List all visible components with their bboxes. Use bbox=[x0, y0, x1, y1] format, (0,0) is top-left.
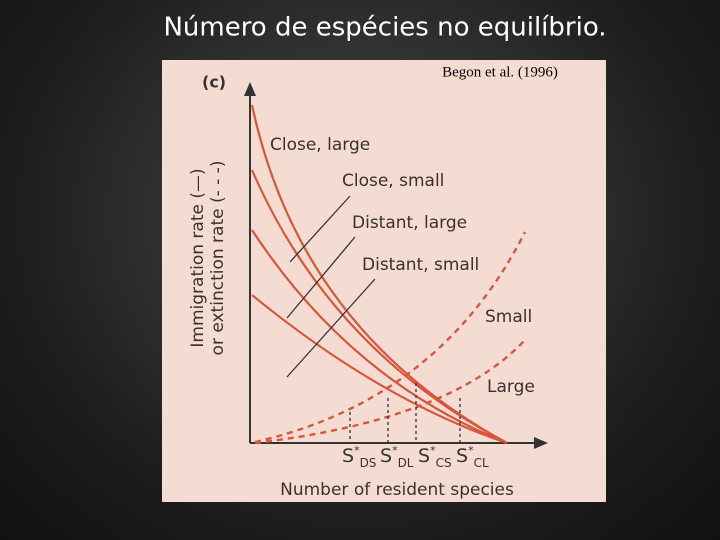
extinction-curve bbox=[254, 231, 527, 444]
slide-title: Número de espécies no equilíbrio. bbox=[163, 13, 606, 43]
immigration-curve bbox=[251, 294, 508, 445]
equilibrium-label: S*DS bbox=[342, 444, 376, 470]
curve-label: Large bbox=[487, 377, 535, 397]
symbol: S bbox=[380, 445, 392, 467]
symbol: S bbox=[456, 445, 468, 467]
subscript: DL bbox=[398, 456, 414, 470]
symbol: S bbox=[418, 445, 430, 467]
leader-line bbox=[286, 278, 376, 378]
subscript: CL bbox=[474, 456, 489, 470]
leader-line bbox=[286, 236, 356, 319]
immigration-curve bbox=[251, 229, 508, 445]
subscript: DS bbox=[360, 456, 377, 470]
x-axis-label: Number of resident species bbox=[280, 480, 514, 500]
y-axis-label: Immigration rate (—) or extinction rate … bbox=[188, 161, 228, 356]
curve-label: Close, small bbox=[342, 171, 444, 191]
mark: * bbox=[468, 444, 474, 457]
panel-label: (c) bbox=[202, 73, 226, 92]
equilibrium-label: S*DL bbox=[380, 444, 414, 470]
mark: * bbox=[392, 444, 398, 457]
y-axis-line-2: or extinction rate (- - -) bbox=[208, 161, 228, 356]
y-arrow bbox=[244, 82, 256, 96]
leader-line bbox=[289, 195, 351, 263]
subscript: CS bbox=[436, 456, 452, 470]
citation: Begon et al. (1996) bbox=[442, 64, 558, 80]
curve-label: Distant, large bbox=[352, 213, 467, 233]
symbol: S bbox=[342, 445, 354, 467]
mark: * bbox=[354, 444, 360, 457]
equilibrium-labels: S*DS S*DL S*CS S*CL bbox=[342, 444, 489, 470]
extinction-curve bbox=[254, 339, 526, 445]
curve-label: Close, large bbox=[270, 135, 370, 155]
curve-label: Distant, small bbox=[362, 255, 479, 275]
y-axis-line-1: Immigration rate (—) bbox=[188, 168, 208, 347]
mark: * bbox=[430, 444, 436, 457]
figure-background bbox=[162, 60, 606, 502]
x-arrow bbox=[534, 437, 548, 449]
immigration-curve bbox=[250, 169, 508, 444]
curve-label: Small bbox=[485, 307, 532, 327]
equilibrium-label: S*CL bbox=[456, 444, 489, 470]
equilibrium-label: S*CS bbox=[418, 444, 452, 470]
